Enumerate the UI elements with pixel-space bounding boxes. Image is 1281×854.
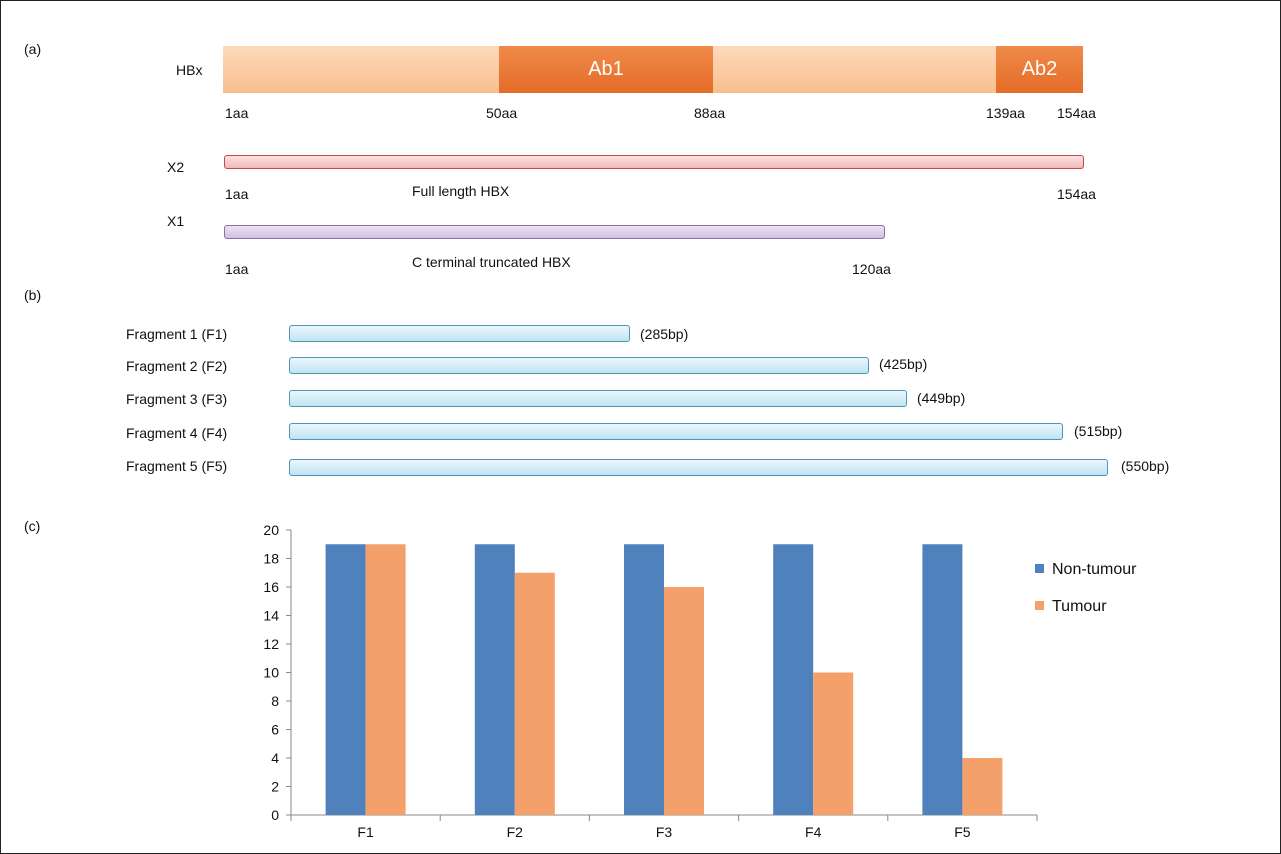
x-tick-label: F1 xyxy=(357,824,374,840)
fragment-5-label: Fragment 5 (F5) xyxy=(126,458,228,474)
x-tick-label: F3 xyxy=(656,824,673,840)
non-tumour-bar xyxy=(922,544,963,815)
hbx-pos-50aa: 50aa xyxy=(486,105,518,121)
non-tumour-bar xyxy=(325,544,366,815)
legend-label: Tumour xyxy=(1052,598,1107,615)
x-tick-label: F5 xyxy=(954,824,971,840)
non-tumour-bar xyxy=(474,544,515,815)
x1-start: 1aa xyxy=(225,261,249,277)
y-tick-label: 16 xyxy=(263,579,279,595)
x2-bar xyxy=(224,155,1084,169)
x2-label: X2 xyxy=(167,159,185,175)
y-tick-label: 20 xyxy=(263,522,279,538)
non-tumour-bar xyxy=(773,544,814,815)
panel-a-label: (a) xyxy=(24,41,42,57)
ab1-epitope: Ab1 xyxy=(499,46,713,93)
hbx-pos-139aa: 139aa xyxy=(986,105,1025,121)
fragment-1-size: (285bp) xyxy=(640,326,689,342)
y-tick-label: 8 xyxy=(271,693,279,709)
legend-swatch xyxy=(1035,564,1044,573)
y-tick-label: 0 xyxy=(271,807,279,823)
fragment-5-bar xyxy=(289,459,1108,476)
fragment-1-bar xyxy=(289,325,630,342)
y-tick-label: 2 xyxy=(271,779,279,795)
fragment-3-label: Fragment 3 (F3) xyxy=(126,391,228,407)
y-tick-label: 18 xyxy=(263,551,279,567)
x1-label: X1 xyxy=(167,213,185,229)
y-tick-label: 12 xyxy=(263,636,279,652)
hbx-segment-88-139 xyxy=(713,46,996,93)
fragment-3-bar xyxy=(289,390,907,407)
fragment-2-bar xyxy=(289,357,869,374)
x1-end: 120aa xyxy=(852,261,891,277)
tumour-bar xyxy=(514,572,555,815)
tumour-bar xyxy=(813,672,854,815)
ab2-epitope: Ab2 xyxy=(996,46,1083,93)
fragment-3-size: (449bp) xyxy=(917,390,966,406)
fragment-4-label: Fragment 4 (F4) xyxy=(126,425,228,441)
y-tick-label: 10 xyxy=(263,665,279,681)
panel-c-label: (c) xyxy=(24,518,41,534)
hbx-pos-88aa: 88aa xyxy=(694,105,726,121)
hbx-segment-1-50 xyxy=(223,46,499,93)
y-tick-label: 4 xyxy=(271,750,279,766)
non-tumour-bar xyxy=(624,544,664,815)
hbx-pos-1aa: 1aa xyxy=(225,105,249,121)
x2-end: 154aa xyxy=(1057,186,1096,202)
legend-swatch xyxy=(1035,601,1044,610)
x-tick-label: F4 xyxy=(805,824,822,840)
fragment-4-size: (515bp) xyxy=(1074,423,1123,439)
fragment-4-bar xyxy=(289,423,1063,440)
fragment-5-size: (550bp) xyxy=(1121,458,1170,474)
fragment-1-label: Fragment 1 (F1) xyxy=(126,326,228,342)
x1-description: C terminal truncated HBX xyxy=(412,254,571,270)
tumour-bar xyxy=(664,587,704,815)
y-tick-label: 6 xyxy=(271,722,279,738)
legend-label: Non-tumour xyxy=(1052,561,1137,578)
fragment-2-label: Fragment 2 (F2) xyxy=(126,358,228,374)
hbx-label: HBx xyxy=(176,62,203,78)
hbx-pos-154aa: 154aa xyxy=(1057,105,1096,121)
fragment-2-size: (425bp) xyxy=(879,356,928,372)
x2-description: Full length HBX xyxy=(412,183,510,199)
x-tick-label: F2 xyxy=(507,824,524,840)
tumour-bar xyxy=(962,758,1003,815)
y-tick-label: 14 xyxy=(263,608,279,624)
panel-b-label: (b) xyxy=(24,287,42,303)
x1-bar xyxy=(224,225,885,239)
x2-start: 1aa xyxy=(225,186,249,202)
tumour-bar xyxy=(365,544,406,815)
